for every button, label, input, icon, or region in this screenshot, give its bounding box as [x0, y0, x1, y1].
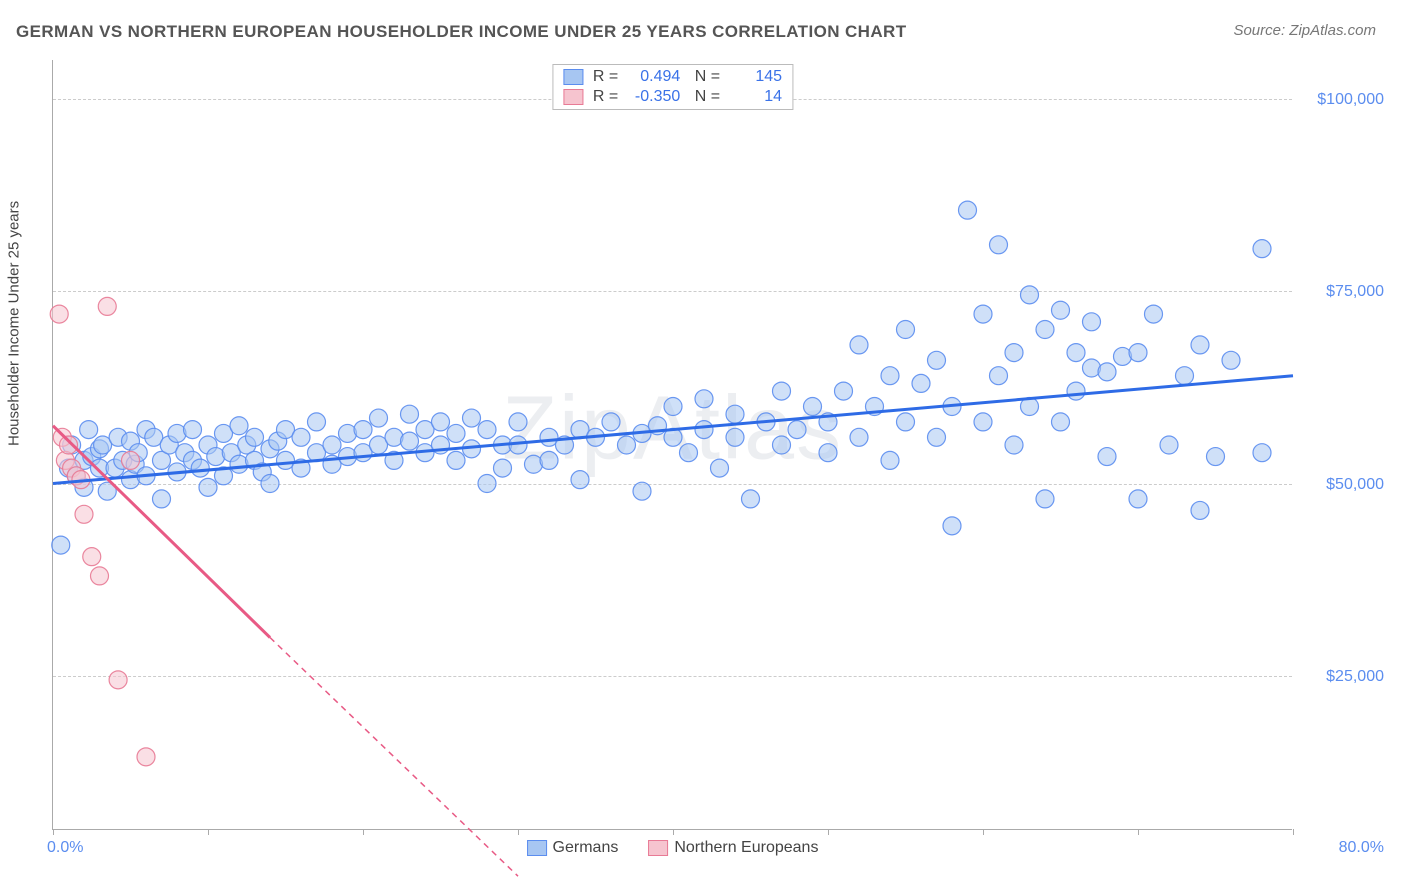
source-attribution: Source: ZipAtlas.com: [1233, 22, 1376, 39]
stats-legend: R = 0.494 N = 145 R = -0.350 N = 14: [552, 64, 793, 110]
legend-label-northern: Northern Europeans: [674, 839, 818, 857]
legend-germans: Germans: [527, 839, 619, 857]
swatch-pink-icon: [563, 89, 583, 105]
series-legend: Germans Northern Europeans: [527, 839, 819, 857]
stats-row-blue: R = 0.494 N = 145: [557, 67, 788, 87]
y-tick-label: $25,000: [1326, 668, 1384, 686]
chart-container: GERMAN VS NORTHERN EUROPEAN HOUSEHOLDER …: [0, 0, 1406, 892]
scatter-plot: [53, 60, 1292, 829]
legend-label-germans: Germans: [553, 839, 619, 857]
chart-title: GERMAN VS NORTHERN EUROPEAN HOUSEHOLDER …: [16, 22, 906, 42]
plot-area: ZipAtlas $25,000$50,000$75,000$100,000 R…: [52, 60, 1292, 830]
swatch-pink-icon: [648, 840, 668, 856]
y-tick-label: $100,000: [1317, 91, 1384, 109]
swatch-blue-icon: [563, 69, 583, 85]
swatch-blue-icon: [527, 840, 547, 856]
r-value-pink: -0.350: [628, 88, 680, 106]
stats-row-pink: R = -0.350 N = 14: [557, 87, 788, 107]
legend-northern: Northern Europeans: [648, 839, 818, 857]
n-value-pink: 14: [730, 88, 782, 106]
y-tick-label: $50,000: [1326, 476, 1384, 494]
n-value-blue: 145: [730, 68, 782, 86]
x-axis-start: 0.0%: [47, 839, 83, 857]
x-axis-end: 80.0%: [1339, 839, 1384, 857]
r-value-blue: 0.494: [628, 68, 680, 86]
y-axis-label: Householder Income Under 25 years: [6, 201, 23, 446]
y-tick-label: $75,000: [1326, 283, 1384, 301]
